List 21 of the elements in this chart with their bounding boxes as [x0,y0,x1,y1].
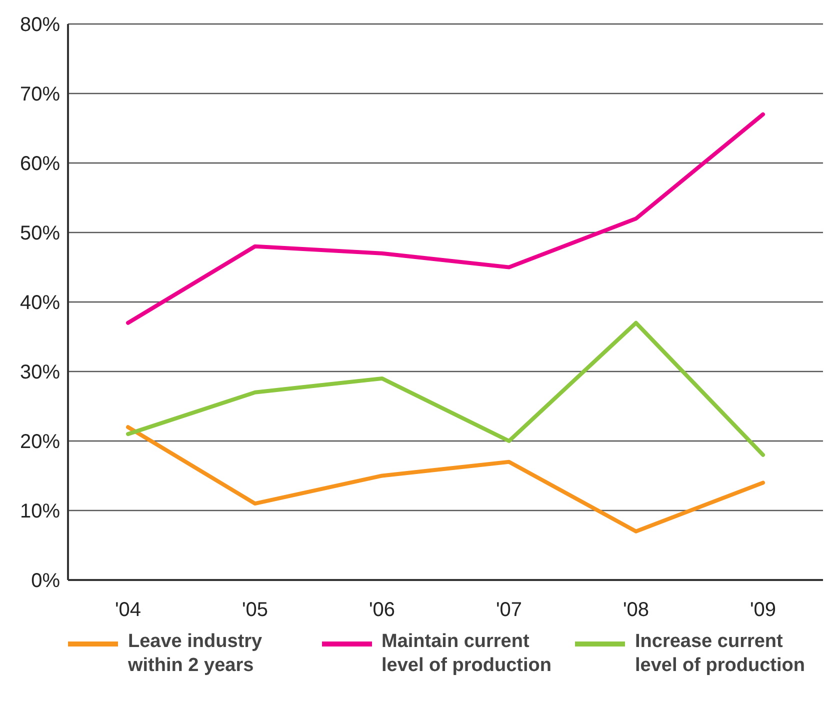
x-tick-label: '08 [622,599,650,622]
line-series [126,425,765,534]
x-tick-label: '07 [496,599,522,622]
legend-label: Maintain current level of production [382,630,552,678]
x-tick-label: '05 [242,599,268,622]
y-tick-label: 20% [20,431,60,454]
x-tick-label: '06 [368,599,396,622]
line-series [126,112,765,325]
x-tick-label: '09 [750,599,776,622]
y-tick-label: 50% [20,222,60,245]
y-tick-label: 70% [20,84,60,106]
legend-label: Increase current level of production [635,630,806,678]
y-tick-label: 60% [20,153,60,176]
y-tick-label: 30% [20,362,60,384]
x-tick-label: '04 [114,599,142,622]
y-tick-label: 40% [20,292,60,314]
legend-label: Leave industry within 2 years [128,630,264,678]
y-tick-label: 80% [20,14,60,36]
y-tick-label: 0% [31,570,60,592]
line-series [126,320,765,457]
y-tick-label: 10% [20,500,60,523]
